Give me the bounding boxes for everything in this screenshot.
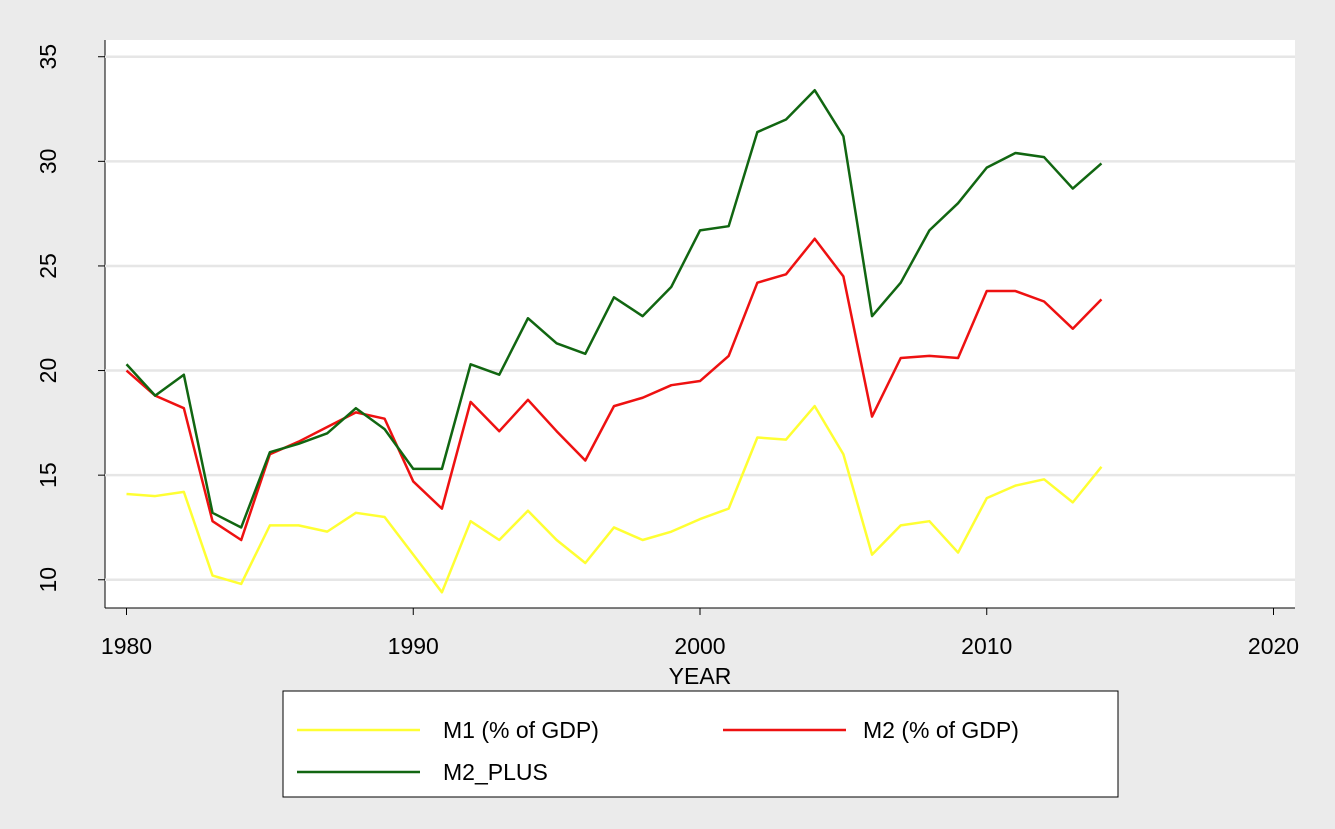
y-tick-label: 30 (35, 149, 61, 175)
line-series (126, 404, 1103, 594)
x-tick-label: 2020 (1248, 633, 1299, 659)
legend (282, 690, 1119, 798)
legend-label: M2_PLUS (443, 759, 548, 785)
x-tick-label: 1990 (388, 633, 439, 659)
y-tick-label: 10 (35, 567, 61, 593)
y-tick-label: 15 (35, 462, 61, 488)
x-axis-title: YEAR (669, 663, 732, 689)
legend-label: M2 (% of GDP) (863, 717, 1019, 743)
y-tick-label: 35 (35, 44, 61, 70)
x-tick-label: 2010 (961, 633, 1012, 659)
y-tick-label: 20 (35, 358, 61, 384)
y-tick-label: 25 (35, 253, 61, 279)
legend-label: M1 (% of GDP) (443, 717, 599, 743)
line-series (125, 88, 1103, 529)
x-tick-label: 2000 (674, 633, 725, 659)
x-tick-label: 1980 (101, 633, 152, 659)
plot-area (105, 40, 1295, 608)
